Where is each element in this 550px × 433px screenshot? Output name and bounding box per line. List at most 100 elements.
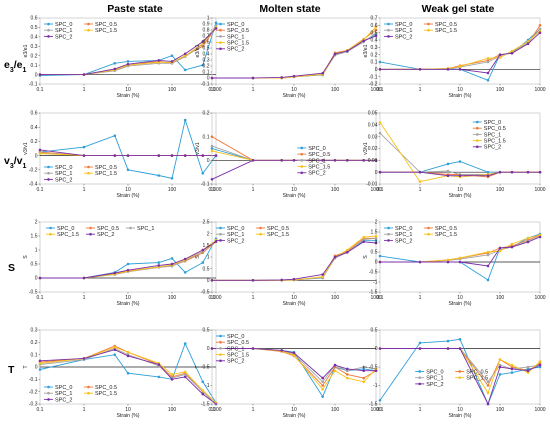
data-point	[126, 154, 130, 157]
data-point	[510, 51, 514, 55]
x-tick-label: 10	[291, 295, 297, 301]
legend-swatch-marker	[458, 376, 462, 379]
x-axis-label: Strain (%)	[116, 413, 139, 419]
legend-item: SPC_0	[46, 226, 74, 232]
data-point	[321, 384, 325, 387]
y-axis-label: S	[23, 255, 29, 259]
legend-label: SPC_0.5	[227, 340, 249, 346]
legend-item: SPC_0.5	[424, 22, 457, 28]
legend-item: SPC_0.5	[84, 385, 117, 391]
legend-swatch-marker	[387, 22, 390, 26]
row-label-e-sub2: 1	[23, 67, 27, 74]
legend-item: SPC_0.5	[216, 340, 249, 346]
data-point	[362, 238, 366, 241]
data-point	[210, 147, 214, 150]
series-SPC_2	[378, 347, 542, 406]
y-tick-label: -0.5	[201, 290, 210, 296]
x-tick-label: 1	[83, 407, 86, 413]
legend-swatch-marker	[49, 232, 52, 236]
x-tick-label: 1	[83, 295, 86, 301]
data-point	[183, 68, 187, 72]
data-point	[113, 154, 117, 157]
data-point	[486, 170, 490, 174]
data-point	[374, 234, 378, 238]
legend-item: SPC_0.5	[455, 369, 488, 375]
data-point	[251, 347, 255, 350]
legend-label: SPC_0	[57, 226, 74, 232]
legend-label: SPC_1	[395, 232, 412, 238]
series-SPC_2	[38, 27, 218, 76]
data-point	[38, 148, 42, 152]
data-point	[82, 73, 86, 76]
data-point	[321, 71, 325, 75]
legend-item: SPC_1	[44, 28, 72, 34]
data-point	[333, 52, 337, 56]
data-point	[486, 174, 490, 177]
y-tick-label: 1	[35, 248, 38, 254]
x-tick-label: 100	[331, 187, 340, 193]
x-tick-label: 0.1	[209, 87, 216, 93]
legend-label: SPC_1.5	[57, 232, 79, 238]
data-point	[210, 149, 214, 153]
data-point	[201, 172, 205, 175]
legend-label: SPC_2	[97, 232, 114, 238]
legend-label: SPC_1.5	[308, 164, 330, 170]
data-point	[214, 27, 218, 30]
legend-swatch-marker	[219, 47, 222, 51]
legend-item: SPC_0	[216, 22, 244, 28]
y-tick-label: 1.5	[31, 234, 38, 240]
data-point	[526, 240, 530, 244]
x-axis-label: Strain (%)	[282, 93, 305, 99]
legend-item: SPC_1	[126, 226, 154, 232]
data-point	[510, 170, 514, 174]
legend-swatch-marker	[87, 391, 90, 395]
y-axis-label: v3/v1	[195, 142, 201, 155]
data-point	[378, 68, 382, 71]
row-label-t: T	[8, 364, 15, 376]
legend-swatch-marker	[47, 165, 50, 169]
data-point	[183, 154, 187, 157]
y-tick-label: 0.05	[368, 111, 378, 117]
data-point	[498, 170, 502, 174]
data-point	[126, 350, 130, 354]
legend-item: SPC_0.5	[216, 28, 249, 34]
y-tick-label: 0.4	[31, 35, 38, 41]
legend-item: SPC_1.5	[472, 139, 506, 145]
legend-swatch-marker	[476, 126, 479, 130]
legend-item: SPC_2	[44, 34, 72, 40]
data-point	[378, 347, 382, 350]
legend-swatch-marker	[219, 35, 222, 38]
y-tick-label: 0.5	[371, 250, 378, 256]
x-tick-label: 0.1	[209, 407, 216, 413]
legend-swatch-marker	[219, 226, 222, 230]
series-line	[211, 159, 376, 180]
data-point	[170, 262, 174, 266]
series-line	[380, 161, 540, 173]
data-point	[82, 154, 86, 157]
y-tick-label: 1.5	[203, 243, 210, 249]
x-tick-label: 1000	[210, 187, 221, 193]
x-tick-label: 1000	[370, 295, 381, 301]
x-axis-label: Strain (%)	[116, 301, 139, 307]
legend-item: SPC_1	[384, 232, 412, 238]
data-point	[374, 241, 378, 245]
data-point	[201, 392, 205, 396]
legend-item: SPC_1	[415, 376, 444, 382]
series-SPC_2	[210, 34, 378, 80]
legend-item: SPC_1.5	[424, 28, 457, 34]
data-point	[214, 24, 218, 27]
y-tick-label: 0.6	[31, 111, 38, 117]
data-point	[458, 347, 462, 350]
data-point	[458, 174, 462, 177]
x-tick-label: 1000	[210, 87, 221, 93]
data-point	[210, 135, 214, 138]
legend-item: SPC_1.5	[84, 391, 117, 397]
data-point	[157, 61, 161, 64]
y-tick-label: 0.7	[371, 16, 378, 22]
legend-label: SPC_0.5	[435, 226, 457, 232]
data-point	[538, 24, 542, 27]
x-axis-label: Strain (%)	[116, 93, 139, 99]
panel-r1-c2: -0.01 0 0.01 0.02 0.03 0.04 0.05 0.1 1 10 100 1000 S…	[363, 111, 546, 199]
data-point	[538, 362, 542, 365]
